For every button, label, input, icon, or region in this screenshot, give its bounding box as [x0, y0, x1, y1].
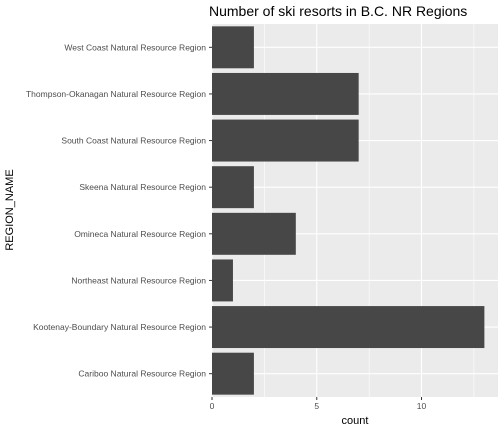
bars — [212, 26, 485, 395]
bar — [212, 72, 359, 115]
bar — [212, 26, 254, 69]
bar — [212, 352, 254, 395]
y-tick-label: Skeena Natural Resource Region — [79, 182, 206, 192]
bar — [212, 166, 254, 209]
y-tick-label: Kootenay-Boundary Natural Resource Regio… — [33, 322, 206, 332]
y-tick-label: Northeast Natural Resource Region — [71, 275, 206, 285]
x-tick-label: 5 — [314, 401, 319, 411]
y-tick-label: Omineca Natural Resource Region — [74, 229, 206, 239]
y-tick-label: South Coast Natural Resource Region — [61, 136, 206, 146]
y-tick-label: Thompson-Okanagan Natural Resource Regio… — [26, 89, 206, 99]
y-axis-title: REGION_NAME — [4, 169, 16, 250]
chart-title: Number of ski resorts in B.C. NR Regions — [209, 3, 467, 19]
x-tick-label: 10 — [417, 401, 427, 411]
x-axis-title: count — [342, 415, 369, 427]
y-tick-label: Cariboo Natural Resource Region — [78, 369, 206, 379]
bar — [212, 119, 359, 162]
bar — [212, 212, 296, 255]
x-axis-ticks: 0 5 10 — [210, 397, 427, 411]
bar — [212, 259, 233, 302]
x-tick-label: 0 — [210, 401, 215, 411]
y-tick-label: West Coast Natural Resource Region — [64, 42, 206, 52]
y-axis-ticks: West Coast Natural Resource Region Thomps… — [26, 42, 212, 379]
bar — [212, 306, 485, 349]
